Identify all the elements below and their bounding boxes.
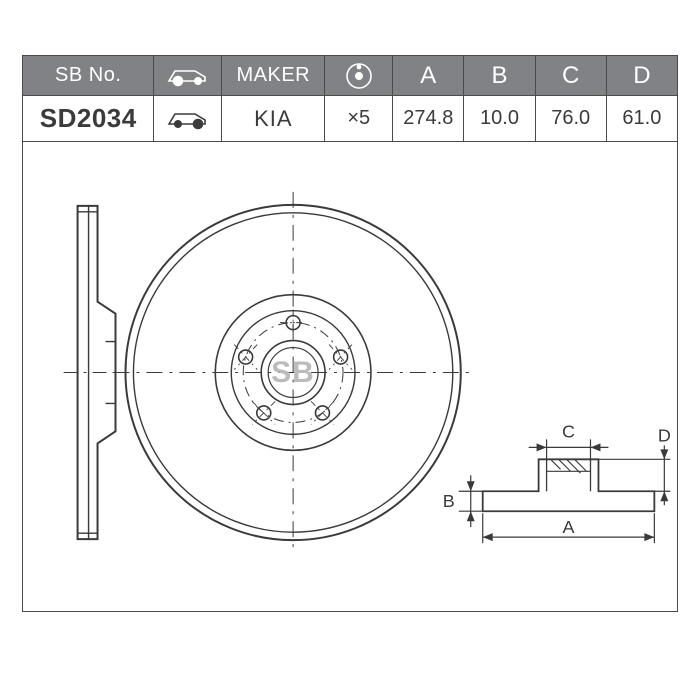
header-c: C: [535, 56, 606, 96]
header-b: B: [464, 56, 535, 96]
header-maker: MAKER: [222, 56, 325, 96]
label-b: B: [443, 491, 455, 511]
label-c: C: [562, 421, 575, 441]
dimension-labels: A B C D: [443, 421, 671, 537]
cell-b: 10.0: [464, 96, 535, 142]
cell-holes: ×5: [325, 96, 393, 142]
cell-a: 274.8: [393, 96, 464, 142]
header-a: A: [393, 56, 464, 96]
technical-drawing: A B C D: [23, 142, 677, 611]
cell-d: 61.0: [606, 96, 677, 142]
car-front-icon: [165, 65, 211, 87]
header-sb-no: SB No.: [23, 56, 154, 96]
cell-c: 76.0: [535, 96, 606, 142]
cell-rear-icon: [154, 96, 222, 142]
label-d: D: [658, 425, 671, 445]
spec-data-row: SD2034 KIA ×5 274.8 10.0 76.0 61.0: [23, 96, 678, 142]
cell-sb-no: SD2034: [23, 96, 154, 142]
spec-header-row: SB No. MAKER: [23, 56, 678, 96]
spec-sheet: SB No. MAKER: [22, 55, 678, 615]
header-front-icon: [154, 56, 222, 96]
header-disc-icon: [325, 56, 393, 96]
header-d: D: [606, 56, 677, 96]
diagram-area: A B C D SB: [22, 142, 678, 612]
sb-logo: SB: [271, 356, 315, 390]
label-a: A: [563, 517, 575, 537]
spec-table: SB No. MAKER: [22, 55, 678, 142]
disc-icon: [344, 61, 374, 91]
cell-maker: KIA: [222, 96, 325, 142]
car-rear-icon: [165, 107, 211, 131]
